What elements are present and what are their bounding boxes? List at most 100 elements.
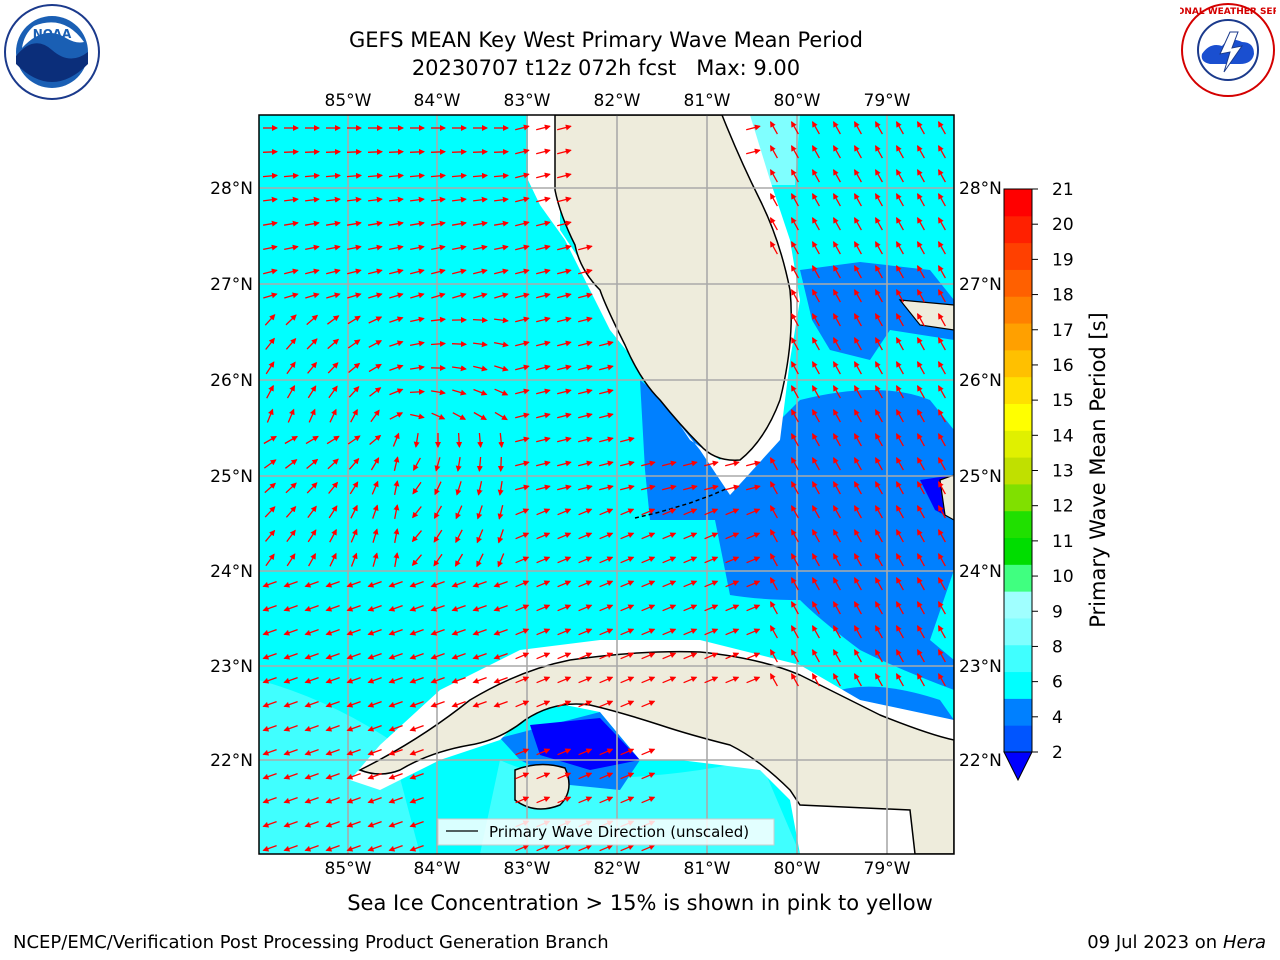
wave-arrow [536,316,551,323]
wave-arrow [536,628,551,636]
colorbar-segment [1004,189,1032,217]
wave-arrow [367,580,382,588]
wave-arrow [875,361,883,375]
wave-arrow [392,432,400,447]
wave-arrow [409,148,425,155]
wave-arrow [327,362,339,374]
wave-arrow [578,340,593,347]
colorbar-tick-label: 14 [1052,426,1074,446]
shade-blue-east [800,262,954,360]
wave-arrow [326,435,340,445]
shade-darkblue-isla [530,718,640,770]
wave-arrow [578,508,593,516]
wave-arrow [578,292,593,299]
wave-arrow [388,628,403,636]
wave-arrow [791,145,799,159]
land-grand-bahama [898,299,954,331]
wave-arrow [473,244,488,251]
wave-arrow [917,601,925,615]
wave-arrow [347,339,361,349]
lon-labels-top: 85°W 84°W 83°W 82°W 81°W 80°W 79°W [325,91,911,111]
wave-arrow [536,580,551,588]
footer-date: 09 Jul 2023 on [1087,932,1223,953]
wave-arrow [451,341,467,348]
wave-arrow [683,676,698,684]
wave-arrow [791,505,799,519]
wave-arrow [455,505,463,520]
wave-arrow [473,292,488,299]
wave-arrow [305,435,319,445]
wave-arrow [704,580,719,588]
wave-arrow [472,652,487,660]
wave-arrow [833,457,841,471]
wave-arrow [917,241,925,255]
wave-arrow [812,505,820,519]
wave-arrow [536,556,551,564]
wave-arrow [770,649,778,663]
wave-arrow [452,365,467,372]
wave-arrow [770,241,778,255]
wave-arrow [472,580,487,588]
wave-arrow [285,314,297,326]
wave-arrow [515,772,530,780]
wave-arrow [812,529,820,543]
wave-arrow [283,148,299,155]
wave-arrow [557,844,572,852]
wave-arrow [325,844,340,852]
wave-arrow [367,676,382,684]
wave-arrow [917,409,925,423]
wave-arrow [896,289,904,303]
wave-arrow [557,436,572,443]
wave-arrow [641,796,656,804]
wave-arrow [346,820,361,828]
wave-arrow [286,529,296,542]
wave-arrow [854,241,862,255]
wave-arrow [262,748,277,756]
wave-arrow [536,364,551,371]
wave-arrow [620,484,635,491]
wave-arrow [389,244,404,251]
wave-arrow [557,484,572,491]
wave-arrow [325,604,340,612]
wave-arrow [875,241,883,255]
wave-arrow [791,457,799,471]
wave-arrow [917,577,925,591]
wave-arrow [938,601,946,615]
wave-arrow [266,384,274,399]
wave-arrow [812,577,820,591]
wave-arrow [262,580,277,588]
wave-arrow [515,556,530,564]
wave-arrow [791,241,799,255]
colorbar-segment [1004,591,1032,619]
map-frame [258,114,955,855]
colorbar-segment [1004,242,1032,270]
lat-label-left: 23°N [210,657,253,677]
wave-arrow [265,553,275,567]
wave-arrow [370,409,380,423]
wave-arrow [430,652,445,660]
wave-arrow [367,148,383,155]
wave-arrow [451,172,467,179]
wave-arrow [284,292,299,299]
wave-arrow [746,604,761,612]
wave-arrow [896,481,904,495]
wave-arrow [725,484,740,491]
wave-arrow [662,556,677,564]
wave-arrow [536,460,551,467]
wave-arrow [283,700,298,708]
wave-arrow [791,289,799,303]
wave-arrow [833,145,841,159]
wave-arrow [812,193,820,207]
lat-label-left: 27°N [210,275,253,295]
wave-arrow [389,316,404,323]
wave-arrow [410,196,425,203]
wave-arrow [917,673,925,687]
wave-arrow [896,673,904,687]
wave-arrow [578,316,593,323]
wave-arrow [854,217,862,231]
wave-arrow [451,652,466,660]
wave-arrow [917,385,925,399]
wave-arrow [493,700,508,708]
wave-arrow [305,268,320,275]
wave-arrow [367,628,382,636]
